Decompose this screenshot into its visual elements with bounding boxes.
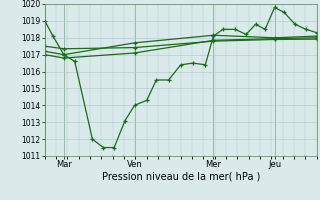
X-axis label: Pression niveau de la mer( hPa ): Pression niveau de la mer( hPa ) xyxy=(102,172,260,182)
